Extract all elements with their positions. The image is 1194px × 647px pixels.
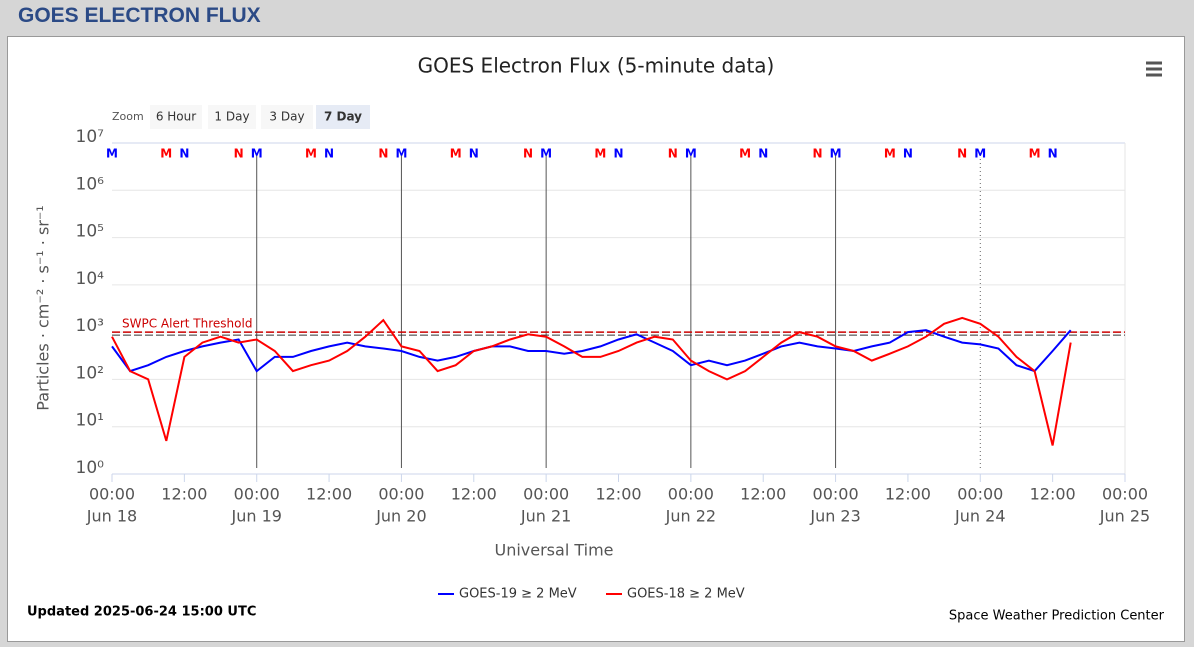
zoom-label: Zoom (112, 110, 144, 123)
y-tick-label: 10³ (76, 316, 104, 336)
updated-text: Updated 2025-06-24 15:00 UTC (27, 605, 256, 620)
orbit-marker: M (160, 147, 172, 161)
zoom-button[interactable] (150, 105, 202, 129)
orbit-marker: N (758, 147, 768, 161)
chart-title: GOES Electron Flux (5-minute data) (418, 54, 775, 78)
chart-panel (7, 36, 1185, 642)
orbit-marker: N (469, 147, 479, 161)
orbit-marker: N (179, 147, 189, 161)
y-tick-label: 10⁶ (76, 174, 105, 194)
y-tick-label: 10⁵ (76, 222, 104, 242)
legend-label[interactable]: GOES-19 ≥ 2 MeV (459, 587, 577, 602)
zoom-button[interactable] (208, 105, 256, 129)
x-tick-label: 00:00 (957, 485, 1003, 504)
legend-label[interactable]: GOES-18 ≥ 2 MeV (627, 587, 745, 602)
x-tick-date: Jun 24 (954, 507, 1005, 526)
x-tick-label: 12:00 (451, 485, 497, 504)
orbit-marker: N (668, 147, 678, 161)
orbit-marker: N (1048, 147, 1058, 161)
x-tick-label: 12:00 (1030, 485, 1076, 504)
x-tick-date: Jun 23 (809, 507, 860, 526)
credit: Space Weather Prediction Center (949, 609, 1165, 624)
orbit-marker: M (305, 147, 317, 161)
orbit-marker: M (1029, 147, 1041, 161)
zoom-button-label: 3 Day (269, 110, 304, 124)
orbit-marker: M (106, 147, 118, 161)
orbit-marker: N (957, 147, 967, 161)
x-tick-label: 00:00 (234, 485, 280, 504)
orbit-marker: M (540, 147, 552, 161)
orbit-marker: N (378, 147, 388, 161)
zoom-button-label: 6 Hour (156, 110, 196, 124)
threshold-label: SWPC Alert Threshold (122, 317, 252, 331)
x-tick-date: Jun 21 (520, 507, 571, 526)
x-tick-label: 12:00 (885, 485, 931, 504)
orbit-marker: N (903, 147, 913, 161)
zoom-button[interactable] (261, 105, 313, 129)
orbit-marker: M (251, 147, 263, 161)
x-tick-date: Jun 19 (230, 507, 281, 526)
zoom-button-label: 1 Day (214, 110, 249, 124)
orbit-marker: N (812, 147, 822, 161)
y-tick-label: 10⁴ (76, 269, 105, 289)
orbit-marker: M (450, 147, 462, 161)
y-tick-label: 10⁰ (76, 458, 105, 478)
y-tick-label: 10¹ (76, 411, 104, 431)
x-tick-label: 00:00 (523, 485, 569, 504)
y-axis-label: Particles · cm⁻² · s⁻¹ · sr⁻¹ (34, 205, 53, 410)
orbit-marker: M (830, 147, 842, 161)
x-tick-label: 00:00 (813, 485, 859, 504)
x-tick-label: 12:00 (595, 485, 641, 504)
orbit-marker: M (974, 147, 986, 161)
x-tick-date: Jun 25 (1099, 507, 1150, 526)
menu-icon[interactable] (1146, 61, 1162, 77)
x-tick-label: 00:00 (89, 485, 135, 504)
page-title: GOES ELECTRON FLUX (18, 4, 261, 27)
orbit-marker: N (613, 147, 623, 161)
x-tick-label: 12:00 (306, 485, 352, 504)
x-tick-label: 12:00 (740, 485, 786, 504)
y-tick-label: 10⁷ (76, 127, 105, 147)
x-tick-label: 00:00 (378, 485, 424, 504)
zoom-button[interactable] (316, 105, 370, 129)
orbit-marker: M (685, 147, 697, 161)
orbit-marker: N (324, 147, 334, 161)
zoom-button-label: 7 Day (324, 110, 362, 124)
x-tick-label: 00:00 (1102, 485, 1148, 504)
x-tick-date: Jun 20 (375, 507, 426, 526)
orbit-marker: N (523, 147, 533, 161)
x-tick-date: Jun 18 (86, 507, 137, 526)
series-line (111, 329, 1072, 373)
series-line (111, 316, 1072, 446)
orbit-marker: M (594, 147, 606, 161)
x-tick-date: Jun 22 (665, 507, 716, 526)
orbit-marker: M (739, 147, 751, 161)
x-tick-label: 12:00 (161, 485, 207, 504)
x-tick-label: 00:00 (668, 485, 714, 504)
orbit-marker: M (884, 147, 896, 161)
x-axis-label: Universal Time (494, 541, 613, 560)
orbit-marker: N (234, 147, 244, 161)
y-tick-label: 10² (76, 363, 104, 383)
orbit-marker: M (395, 147, 407, 161)
